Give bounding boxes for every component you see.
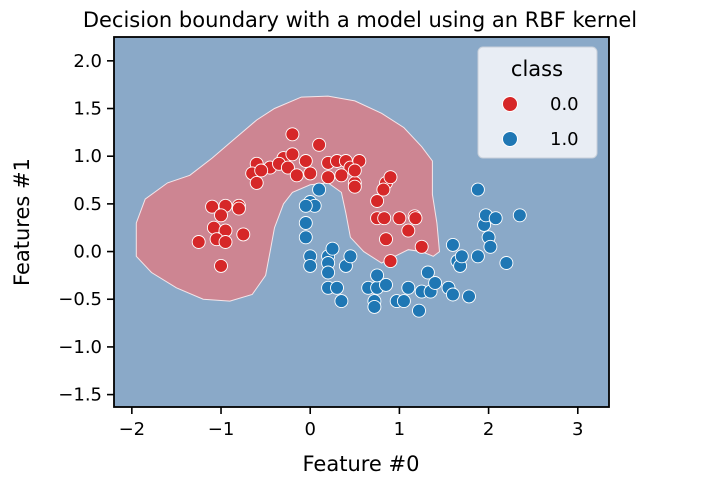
point-class-1-37 xyxy=(462,289,476,304)
point-class-1-32 xyxy=(445,287,460,302)
legend-label-class-0: 0.0 xyxy=(550,94,579,115)
point-class-0-23 xyxy=(347,179,362,194)
x-tick-label: 0 xyxy=(304,419,315,440)
point-class-0-36 xyxy=(191,235,206,249)
point-class-0-22 xyxy=(254,163,269,178)
point-class-0-33 xyxy=(206,220,221,235)
y-tick-label: 0.5 xyxy=(73,194,102,215)
point-class-0-44 xyxy=(408,211,423,226)
point-class-1-4 xyxy=(298,216,313,230)
point-class-1-46 xyxy=(470,182,485,197)
point-class-1-42 xyxy=(483,239,498,254)
point-class-1-16 xyxy=(343,249,358,264)
y-tick-label: 1.5 xyxy=(73,99,102,120)
point-class-1-22 xyxy=(379,277,393,292)
point-class-0-42 xyxy=(392,211,407,226)
point-class-0-35 xyxy=(236,227,251,242)
y-tick-label: 0.0 xyxy=(73,242,102,263)
point-class-0-38 xyxy=(218,235,233,249)
y-tick-label: −0.5 xyxy=(58,289,102,310)
point-class-0-0 xyxy=(285,127,300,142)
y-tick-label: 1.0 xyxy=(73,146,102,167)
point-class-0-21 xyxy=(249,175,264,190)
legend-title: class xyxy=(511,57,563,81)
point-class-1-19 xyxy=(367,299,382,314)
point-class-0-13 xyxy=(280,160,295,175)
point-class-0-46 xyxy=(379,232,393,247)
point-class-0-4 xyxy=(298,154,313,168)
point-class-1-13 xyxy=(330,280,344,295)
point-class-1-25 xyxy=(401,280,416,295)
point-class-0-41 xyxy=(377,211,392,226)
point-class-1-21 xyxy=(370,268,385,283)
chart-title: Decision boundary with a model using an … xyxy=(83,8,637,32)
point-class-0-17 xyxy=(334,168,349,183)
legend: class 0.0 1.0 xyxy=(477,46,598,159)
point-class-0-47 xyxy=(414,239,429,254)
point-class-0-45 xyxy=(401,223,416,238)
point-class-1-43 xyxy=(488,211,503,226)
point-class-1-26 xyxy=(412,303,426,318)
scatter-points xyxy=(191,127,527,318)
point-class-0-26 xyxy=(370,194,385,208)
x-tick-label: 1 xyxy=(394,419,405,440)
y-tick-label: −1.5 xyxy=(58,385,102,406)
point-class-1-10 xyxy=(325,241,340,256)
x-tick-label: −1 xyxy=(208,419,235,440)
y-axis: −1.5 −1.0 −0.5 0.0 0.5 1.0 1.5 2.0 xyxy=(58,51,114,406)
point-class-1-14 xyxy=(334,294,349,309)
point-class-1-7 xyxy=(303,258,318,273)
point-class-0-27 xyxy=(376,182,391,197)
point-class-0-28 xyxy=(205,199,220,214)
point-class-0-1 xyxy=(312,137,327,152)
point-class-0-39 xyxy=(214,258,228,273)
y-tick-label: 2.0 xyxy=(73,51,102,72)
point-class-0-48 xyxy=(383,254,398,269)
point-class-1-44 xyxy=(499,256,514,270)
point-class-0-3 xyxy=(285,147,300,162)
legend-box xyxy=(477,46,598,159)
x-axis: −2 −1 0 1 2 3 xyxy=(119,407,584,440)
point-class-1-5 xyxy=(298,230,313,245)
legend-label-class-1: 1.0 xyxy=(550,129,579,150)
y-tick-label: −1.0 xyxy=(58,337,102,358)
point-class-1-38 xyxy=(470,249,485,264)
point-class-0-14 xyxy=(289,168,304,183)
point-class-1-36 xyxy=(454,249,469,264)
point-class-0-16 xyxy=(321,170,336,185)
x-tick-label: 3 xyxy=(572,419,583,440)
point-class-0-31 xyxy=(231,201,246,216)
point-class-1-0 xyxy=(312,182,327,197)
point-class-1-24 xyxy=(396,294,411,309)
point-class-1-30 xyxy=(428,276,443,290)
point-class-0-32 xyxy=(214,208,228,223)
legend-marker-class-1 xyxy=(502,131,518,147)
x-tick-label: −2 xyxy=(119,419,146,440)
point-class-0-15 xyxy=(303,166,318,181)
legend-marker-class-0 xyxy=(502,96,518,112)
point-class-1-3 xyxy=(298,198,313,213)
point-class-1-11 xyxy=(321,265,336,280)
plot-frame xyxy=(113,36,610,408)
x-tick-label: 2 xyxy=(483,419,494,440)
point-class-1-33 xyxy=(445,237,460,252)
point-class-0-19 xyxy=(347,163,362,178)
point-class-1-29 xyxy=(420,265,435,280)
y-axis-label: Features #1 xyxy=(10,158,34,286)
point-class-1-45 xyxy=(512,208,527,223)
point-class-0-25 xyxy=(383,170,398,185)
x-axis-label: Feature #0 xyxy=(303,452,420,476)
